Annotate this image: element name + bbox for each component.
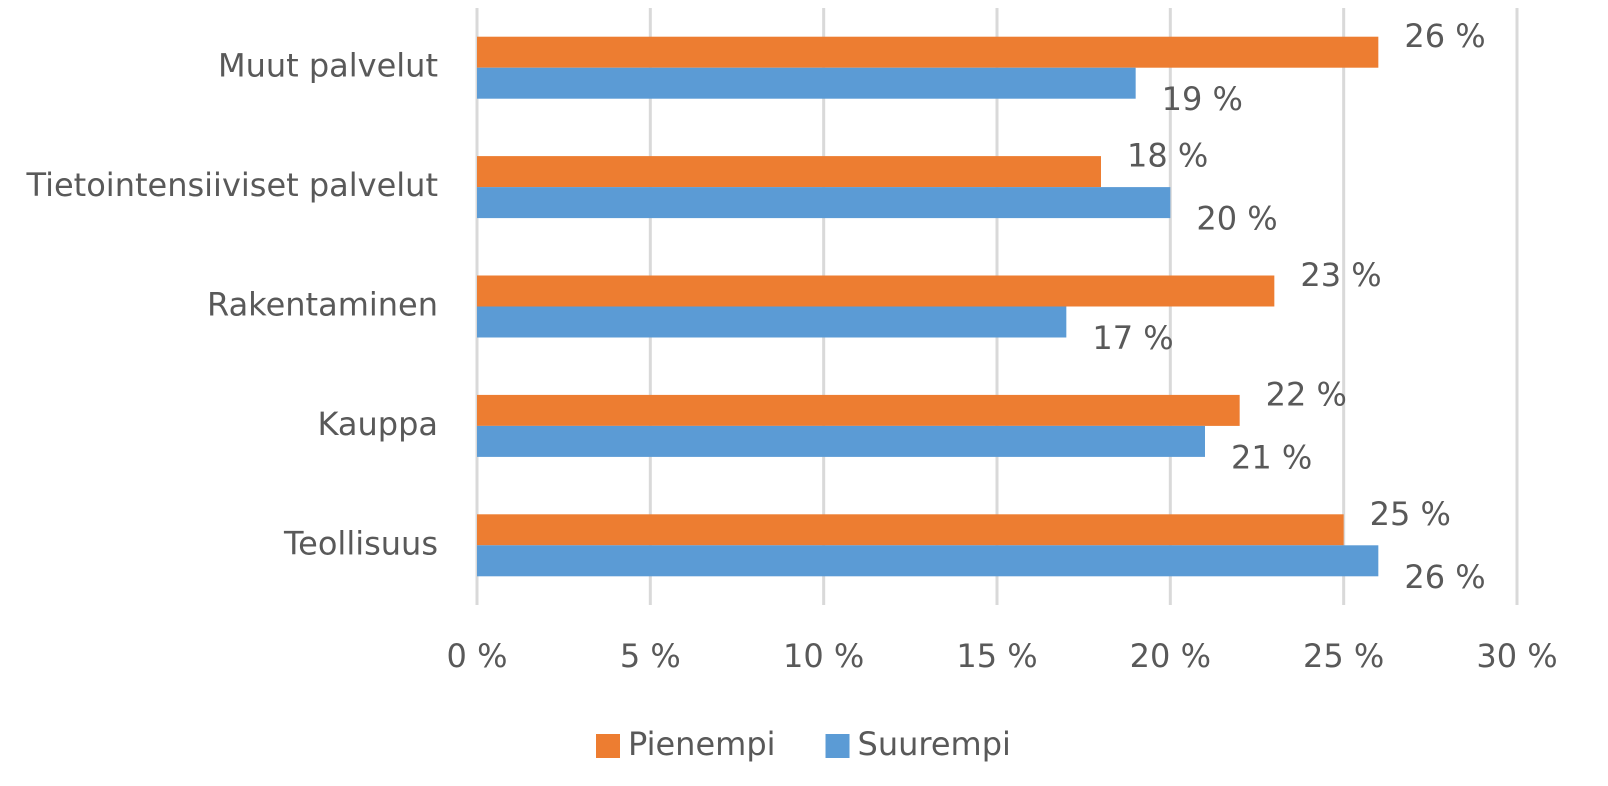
data-label: 26 %: [1404, 17, 1485, 55]
bar: [477, 187, 1171, 219]
x-tick-label: 10 %: [783, 637, 864, 675]
x-tick-label: 20 %: [1130, 637, 1211, 675]
y-tick-label: Teollisuus: [283, 524, 438, 562]
data-label: 22 %: [1266, 375, 1347, 413]
x-tick-label: 30 %: [1476, 637, 1557, 675]
x-tick-label: 5 %: [620, 637, 681, 675]
bar: [477, 514, 1344, 546]
y-tick-label: Kauppa: [317, 405, 438, 443]
legend-label: Suurempi: [858, 725, 1011, 763]
legend-swatch: [825, 734, 850, 758]
x-tick-label: 0 %: [447, 637, 508, 675]
data-label: 21 %: [1231, 438, 1312, 476]
y-tick-label: Rakentaminen: [207, 286, 438, 324]
legend-label: Pienempi: [628, 725, 776, 763]
data-label: 17 %: [1092, 319, 1173, 357]
bar: [477, 425, 1205, 457]
bar: [477, 36, 1379, 68]
y-tick-label: Tietointensiiviset palvelut: [26, 166, 438, 204]
bar: [477, 545, 1379, 577]
legend-swatch: [596, 734, 620, 758]
data-label: 23 %: [1300, 256, 1381, 294]
data-label: 26 %: [1404, 558, 1485, 596]
data-label: 19 %: [1162, 80, 1243, 118]
bar: [477, 67, 1136, 99]
y-tick-label: Muut palvelut: [218, 47, 438, 85]
x-tick-label: 15 %: [956, 637, 1037, 675]
bar: [477, 394, 1240, 426]
x-tick-label: 25 %: [1303, 637, 1384, 675]
bar: [477, 275, 1275, 307]
data-label: 18 %: [1127, 137, 1208, 175]
bar: [477, 156, 1101, 188]
data-label: 25 %: [1370, 495, 1451, 533]
bar: [477, 306, 1067, 338]
data-label: 20 %: [1196, 200, 1277, 238]
